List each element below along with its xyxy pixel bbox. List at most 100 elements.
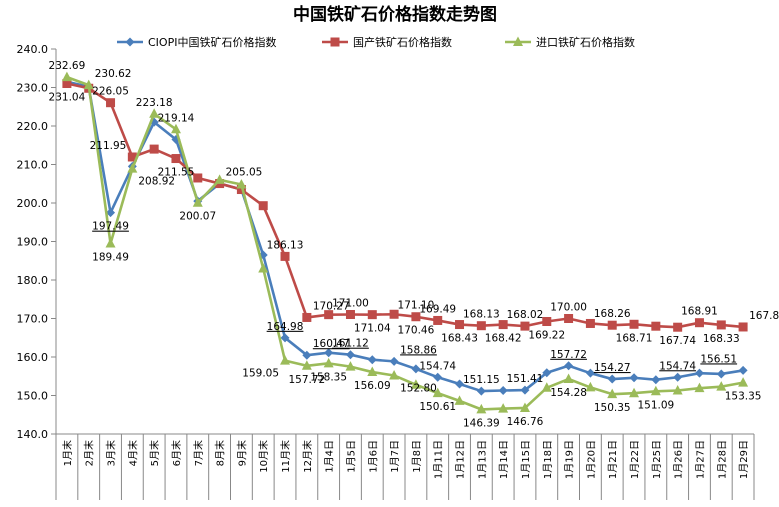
data-point-square [476, 321, 486, 331]
data-label: 205.05 [226, 167, 263, 179]
data-point-square [258, 201, 268, 211]
data-point-square [542, 317, 552, 327]
y-tick-label: 230.0 [17, 82, 49, 95]
x-tick-label: 1月8日 [411, 440, 423, 473]
data-point-diamond [411, 364, 421, 374]
x-tick-label: 1月19日 [564, 440, 576, 479]
data-label: 168.42 [485, 333, 522, 345]
data-label: 154.28 [550, 387, 587, 399]
y-tick-label: 150.0 [17, 390, 49, 403]
data-point-square [302, 312, 312, 322]
data-point-square [330, 37, 340, 47]
data-point-triangle [629, 387, 640, 398]
data-point-triangle [236, 179, 247, 189]
data-label: 151.15 [463, 374, 500, 386]
x-tick-label: 6月末 [170, 440, 183, 466]
y-tick-label: 240.0 [17, 43, 49, 56]
x-tick-label: 8月末 [214, 440, 227, 466]
data-point-square [324, 310, 334, 320]
data-point-diamond [629, 373, 639, 383]
data-point-diamond [476, 386, 486, 396]
data-point-triangle [563, 373, 574, 384]
data-point-triangle [192, 197, 203, 207]
x-tick-label: 9月末 [235, 440, 248, 466]
data-point-diamond [125, 37, 135, 47]
data-label: 146.76 [507, 416, 544, 428]
data-label: 186.13 [267, 239, 304, 251]
data-point-diamond [564, 361, 574, 371]
data-point-triangle [716, 381, 727, 391]
data-point-square [367, 310, 377, 320]
data-point-triangle [127, 163, 138, 173]
x-tick-label: 1月末 [61, 440, 74, 466]
data-point-triangle [410, 379, 421, 389]
x-tick-label: 1月27日 [694, 440, 706, 479]
data-label: 151.41 [507, 373, 544, 385]
data-label: 150.35 [594, 402, 631, 414]
x-tick-label: 12月末 [301, 440, 314, 473]
data-label: 168.33 [703, 333, 740, 345]
x-tick-label: 1月13日 [476, 440, 488, 479]
data-point-triangle [280, 355, 291, 365]
y-tick-label: 210.0 [17, 159, 49, 172]
data-label: 156.51 [700, 353, 737, 365]
data-point-diamond [389, 356, 399, 366]
data-label: 150.61 [419, 401, 456, 413]
data-label: 211.55 [158, 167, 195, 179]
y-axis: 140.0 150.0 160.0 170.0 180.0 190.0 200.0 210.0… [17, 43, 57, 441]
x-tick-label: 3月末 [105, 440, 118, 466]
data-point-square [673, 322, 683, 332]
data-label: 160.47 [313, 338, 350, 350]
y-tick-label: 220.0 [17, 120, 49, 133]
data-label: 171.10 [398, 300, 435, 312]
data-point-triangle [61, 71, 72, 82]
data-point-diamond [498, 385, 508, 395]
data-label: 152.80 [400, 382, 437, 394]
data-point-square [280, 251, 290, 261]
data-label: 168.71 [616, 332, 653, 344]
data-label: 146.39 [463, 417, 500, 429]
data-label: 167.74 [659, 335, 696, 347]
data-label: 168.43 [441, 333, 478, 345]
data-point-square [738, 322, 748, 332]
data-label: 151.09 [637, 399, 674, 411]
data-label: 208.92 [138, 176, 175, 188]
data-point-square [106, 98, 116, 108]
y-tick-label: 170.0 [17, 313, 49, 326]
data-label: 157.72 [288, 374, 325, 386]
data-point-diamond [106, 208, 116, 218]
data-point-diamond [673, 372, 683, 382]
legend-item: 国产铁矿石价格指数 [322, 35, 452, 49]
data-point-triangle [345, 361, 356, 371]
data-point-square [455, 320, 465, 330]
data-label: 157.72 [550, 349, 587, 361]
data-point-diamond [345, 350, 355, 360]
data-label: 153.35 [725, 391, 762, 403]
data-point-square [564, 314, 574, 323]
data-point-square [651, 321, 661, 331]
data-label: 168.13 [463, 309, 500, 321]
data-label: 170.46 [398, 325, 435, 337]
x-tick-label: 1月22日 [629, 440, 641, 479]
data-label: 164.98 [267, 321, 304, 333]
x-tick-label: 1月11日 [433, 440, 445, 479]
data-point-triangle [323, 357, 334, 368]
x-tick-label: 1月18日 [542, 440, 554, 479]
data-point-square [193, 173, 203, 183]
data-point-triangle [214, 174, 225, 184]
data-point-diamond [738, 365, 748, 375]
data-point-square [629, 319, 639, 329]
data-point-triangle [672, 384, 683, 395]
data-point-square [694, 318, 704, 328]
legend-label: 进口铁矿石价格指数 [536, 35, 635, 49]
data-point-diamond [716, 369, 726, 379]
x-tick-label: 2月末 [83, 440, 96, 466]
x-tick-label: 11月末 [279, 440, 292, 473]
data-point-triangle [476, 403, 487, 414]
data-point-triangle [694, 382, 705, 393]
data-point-diamond [607, 374, 617, 384]
y-tick-label: 140.0 [17, 428, 49, 441]
data-point-triangle [301, 360, 312, 370]
data-point-diamond [433, 372, 443, 382]
